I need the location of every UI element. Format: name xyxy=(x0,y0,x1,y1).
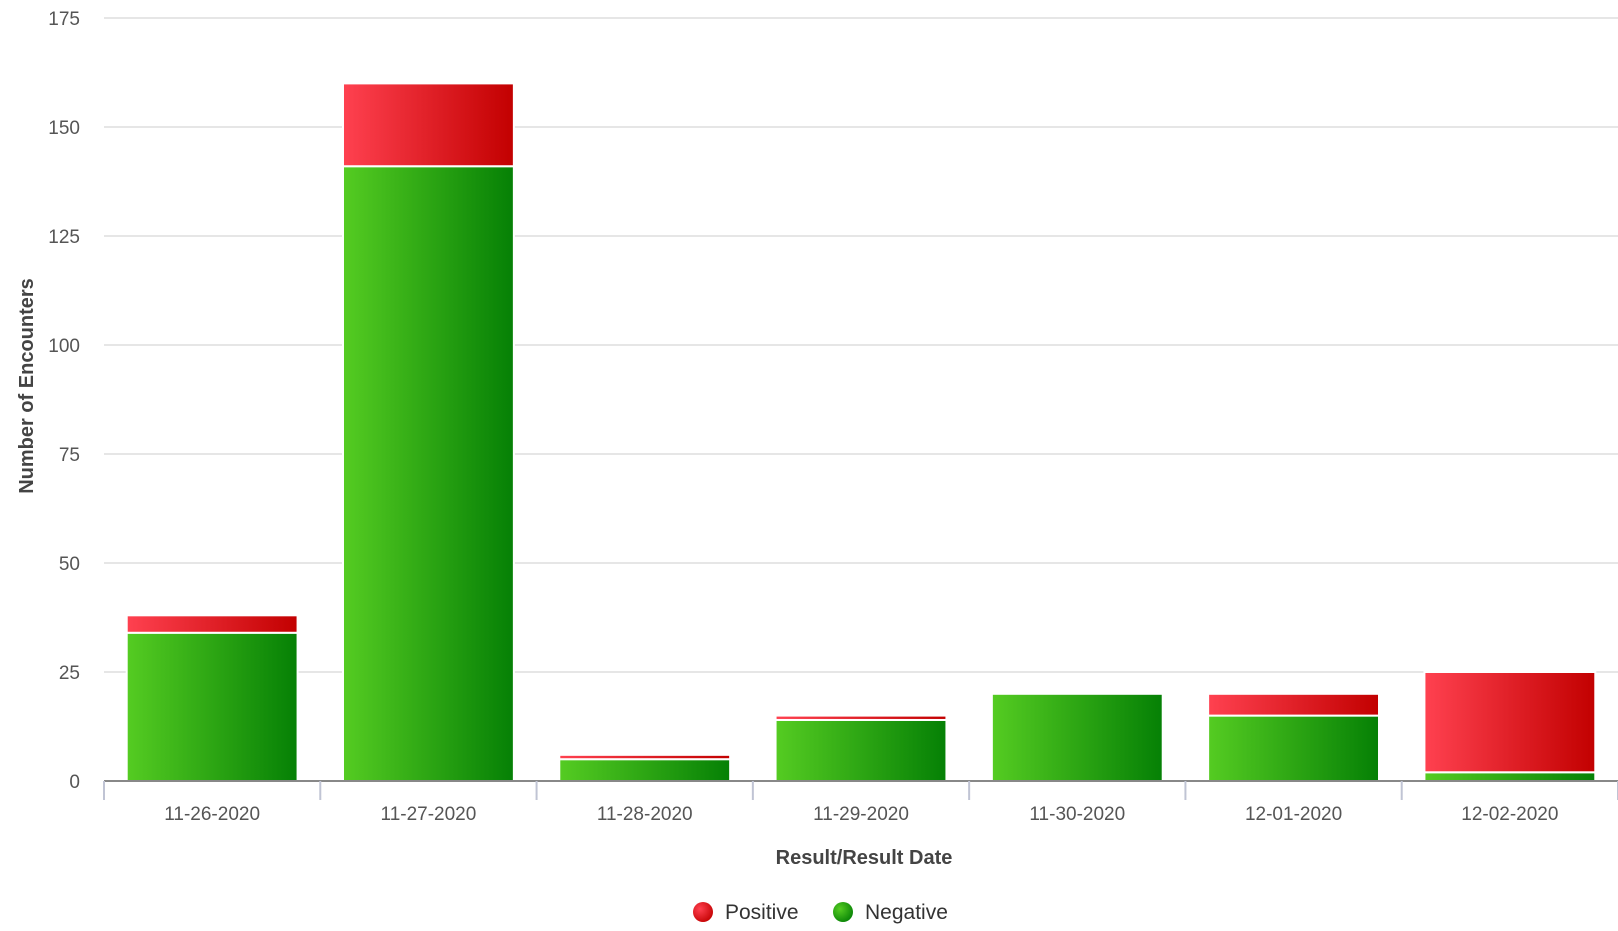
legend-item-negative[interactable]: Negative xyxy=(833,901,948,924)
bar-negative xyxy=(125,631,299,783)
x-axis-title: Result/Result Date xyxy=(776,847,953,869)
y-tick-label: 25 xyxy=(59,663,80,684)
y-tick-label: 100 xyxy=(48,336,80,357)
x-tick-label: 11-30-2020 xyxy=(1029,804,1125,825)
legend-item-positive[interactable]: Positive xyxy=(693,901,799,924)
x-tick-label: 11-26-2020 xyxy=(164,804,260,825)
x-tick-label: 11-27-2020 xyxy=(381,804,477,825)
x-tick-label: 11-28-2020 xyxy=(597,804,693,825)
y-axis-tick-labels: 0 25 50 75 100 125 150 175 xyxy=(48,9,80,793)
bars xyxy=(125,82,1597,783)
bar-positive xyxy=(125,614,299,634)
y-tick-label: 175 xyxy=(48,9,80,30)
bar-negative xyxy=(774,718,948,783)
bar-negative xyxy=(990,692,1164,782)
y-axis-title: Number of Encounters xyxy=(16,278,38,494)
y-tick-label: 150 xyxy=(48,118,80,139)
legend-label: Negative xyxy=(865,901,948,924)
legend-marker xyxy=(833,902,853,922)
y-tick-label: 75 xyxy=(59,445,80,466)
bar-positive xyxy=(1423,671,1597,774)
y-tick-label: 0 xyxy=(69,772,80,793)
bar-negative xyxy=(1423,771,1597,783)
legend-marker xyxy=(693,902,713,922)
y-tick-label: 50 xyxy=(59,554,80,575)
bar-positive xyxy=(341,82,515,168)
bar-positive xyxy=(1207,692,1381,717)
y-tick-label: 125 xyxy=(48,227,80,248)
x-tick-label: 12-01-2020 xyxy=(1245,804,1342,825)
x-tick-label: 11-29-2020 xyxy=(813,804,909,825)
bar-negative xyxy=(341,165,515,783)
x-axis: 11-26-2020 11-27-2020 11-28-2020 11-29-2020… xyxy=(103,780,1618,825)
gridlines xyxy=(104,17,1618,673)
bar-positive xyxy=(774,714,948,721)
legend-label: Positive xyxy=(725,901,799,924)
bar-negative xyxy=(1207,714,1381,782)
x-tick-label: 12-02-2020 xyxy=(1461,804,1558,825)
bar-positive xyxy=(558,753,732,761)
legend: Positive Negative xyxy=(693,901,948,924)
bar-negative xyxy=(558,758,732,783)
